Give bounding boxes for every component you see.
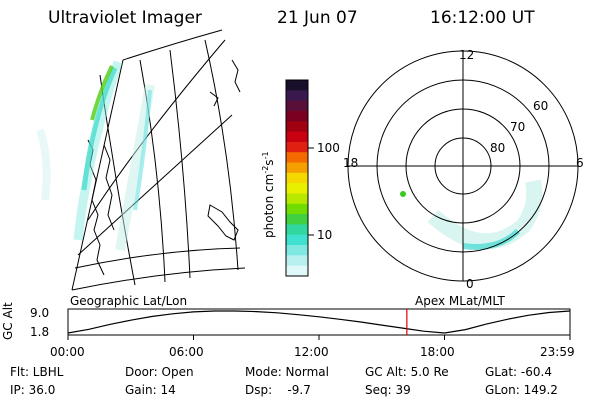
colorbar-swatch [286,245,308,256]
colorbar-swatch [286,203,308,215]
colorbar-swatch [286,255,308,267]
colorbar-label: photon cm-2s-1 [261,151,276,238]
aurora-polar [400,179,543,250]
colorbar-swatch [286,90,308,102]
mlt-label-12: 12 [459,48,475,62]
colorbar-swatch [286,100,308,112]
colorbar-swatch [286,131,308,143]
strip-xtick-0: 00:00 [50,345,85,359]
colorbar-swatch [286,110,308,122]
colorbar-swatch [286,162,308,174]
info-flt: Flt: LBHL [10,365,64,379]
colorbar-swatch [286,183,308,194]
info-door: Door: Open [125,365,194,379]
mlt-label-0: 0 [466,277,474,291]
left-panel-label: Geographic Lat/Lon [70,294,188,308]
date-label: 21 Jun 07 [277,8,358,28]
strip-xtick-2: 12:00 [294,345,329,359]
strip-xtick-4: 23:59 [540,345,575,359]
strip-ytick-1-8: 1.8 [30,325,50,339]
strip-xtick-1: 06:00 [169,345,204,359]
mlt-label-18: 18 [343,156,359,170]
colorbar-swatch [286,121,308,133]
colorbar-swatch [286,152,308,164]
colorbar-swatch [286,224,308,236]
colorbar [285,79,314,277]
altitude-strip [67,308,571,340]
aurora-left [36,60,155,251]
strip-ytick-9: 9.0 [30,306,50,320]
colorbar-swatch [286,234,308,246]
colorbar-tick-100: 100 [317,141,340,155]
time-label: 16:12:00 UT [430,8,535,28]
colorbar-swatch [286,141,308,153]
colorbar-tick-10: 10 [317,228,333,242]
colorbar-swatch [286,80,308,91]
polar-plot [347,50,579,282]
strip-xtick-3: 18:00 [420,345,455,359]
info-dsp: Dsp: -9.7 [245,383,311,397]
info-ip: IP: 36.0 [10,383,56,397]
colorbar-swatch [286,193,308,205]
altitude-series-line [67,310,571,334]
info-seq: Seq: 39 [365,383,411,397]
info-glon: GLon: 149.2 [485,383,558,397]
info-gain: Gain: 14 [125,383,176,397]
lat-label-80: 80 [490,141,506,155]
mlt-label-6: 6 [576,156,584,170]
colorbar-swatch [286,214,308,225]
info-gcalt: GC Alt: 5.0 Re [365,365,449,379]
lat-label-60: 60 [533,99,549,113]
colorbar-swatch [286,172,308,184]
info-mode: Mode: Normal [245,365,329,379]
info-glat: GLat: -60.4 [485,365,552,379]
lat-label-70: 70 [510,120,526,134]
app-title: Ultraviolet Imager [48,8,202,28]
colorbar-swatch [286,265,308,277]
polar-panel-label: Apex MLat/MLT [415,294,505,308]
